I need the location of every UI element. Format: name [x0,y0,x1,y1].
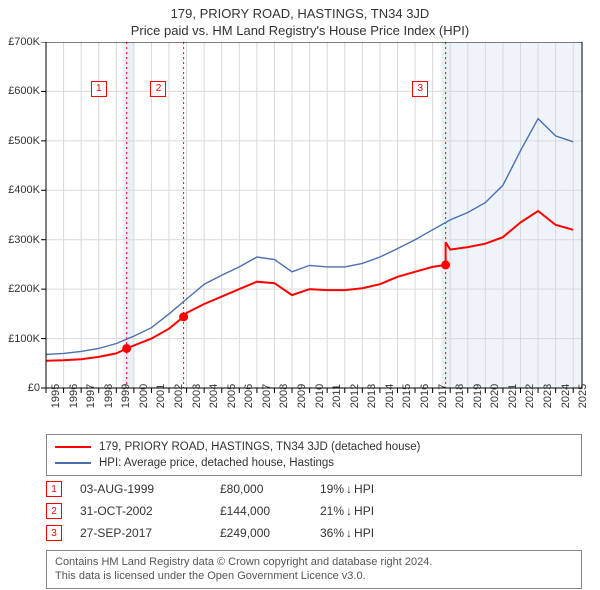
event-marker-3: 3 [46,525,62,541]
xtick-label: 2014 [384,384,396,408]
event-price-3: £249,000 [220,526,320,540]
legend-item-property: 179, PRIORY ROAD, HASTINGS, TN34 3JD (de… [55,439,573,455]
xtick-label: 2017 [437,384,449,408]
legend: 179, PRIORY ROAD, HASTINGS, TN34 3JD (de… [46,434,582,476]
xtick-label: 1995 [50,384,62,408]
xtick-label: 1999 [120,384,132,408]
ytick-label: £0 [0,382,40,394]
chart-event-marker: 2 [150,81,166,97]
xtick-label: 2025 [577,384,589,408]
xtick-label: 2021 [507,384,519,408]
license-line-2: This data is licensed under the Open Gov… [55,569,573,583]
xtick-label: 2018 [454,384,466,408]
legend-swatch-property [55,446,91,448]
xtick-label: 2011 [331,384,343,408]
xtick-label: 2009 [296,384,308,408]
legend-label-hpi: HPI: Average price, detached house, Hast… [99,457,334,469]
title-line-1: 179, PRIORY ROAD, HASTINGS, TN34 3JD [0,0,600,21]
xtick-label: 2019 [472,384,484,408]
ytick-label: £200K [0,283,40,295]
event-row-3: 3 27-SEP-2017 £249,000 36%↓HPI [46,522,582,544]
license-box: Contains HM Land Registry data © Crown c… [46,550,582,589]
event-table: 1 03-AUG-1999 £80,000 19%↓HPI 2 31-OCT-2… [46,478,582,544]
xtick-label: 2013 [366,384,378,408]
xtick-label: 2007 [261,384,273,408]
legend-swatch-hpi [55,462,91,463]
xtick-label: 1997 [85,384,97,408]
event-diff-3: 36%↓HPI [320,526,440,540]
event-row-2: 2 31-OCT-2002 £144,000 21%↓HPI [46,500,582,522]
event-row-1: 1 03-AUG-1999 £80,000 19%↓HPI [46,478,582,500]
ytick-label: £500K [0,135,40,147]
ytick-label: £100K [0,333,40,345]
event-diff-1: 19%↓HPI [320,482,440,496]
event-marker-2: 2 [46,503,62,519]
xtick-label: 2003 [191,384,203,408]
legend-label-property: 179, PRIORY ROAD, HASTINGS, TN34 3JD (de… [99,441,421,453]
xtick-label: 2010 [314,384,326,408]
xtick-label: 2012 [349,384,361,408]
xtick-label: 2005 [226,384,238,408]
event-date-3: 27-SEP-2017 [80,526,220,540]
chart: £0£100K£200K£300K£400K£500K£600K£700K 19… [0,42,600,430]
event-diff-2: 21%↓HPI [320,504,440,518]
xtick-label: 1998 [103,384,115,408]
event-date-1: 03-AUG-1999 [80,482,220,496]
ytick-label: £300K [0,234,40,246]
chart-event-marker: 1 [91,81,107,97]
xtick-label: 2016 [419,384,431,408]
event-date-2: 31-OCT-2002 [80,504,220,518]
event-price-2: £144,000 [220,504,320,518]
license-line-1: Contains HM Land Registry data © Crown c… [55,555,573,569]
ytick-label: £700K [0,36,40,48]
legend-item-hpi: HPI: Average price, detached house, Hast… [55,455,573,471]
xtick-label: 2001 [155,384,167,408]
ytick-label: £600K [0,85,40,97]
xtick-label: 2022 [524,384,536,408]
ytick-label: £400K [0,184,40,196]
xtick-label: 2020 [489,384,501,408]
event-marker-1: 1 [46,481,62,497]
xtick-label: 2008 [278,384,290,408]
chart-event-marker: 3 [412,81,428,97]
xtick-label: 2015 [401,384,413,408]
title-line-2: Price paid vs. HM Land Registry's House … [0,21,600,42]
event-price-1: £80,000 [220,482,320,496]
xtick-label: 2006 [243,384,255,408]
xtick-label: 1996 [68,384,80,408]
xtick-label: 2023 [542,384,554,408]
xtick-label: 2002 [173,384,185,408]
xtick-label: 2024 [560,384,572,408]
xtick-label: 2004 [208,384,220,408]
xtick-label: 2000 [138,384,150,408]
